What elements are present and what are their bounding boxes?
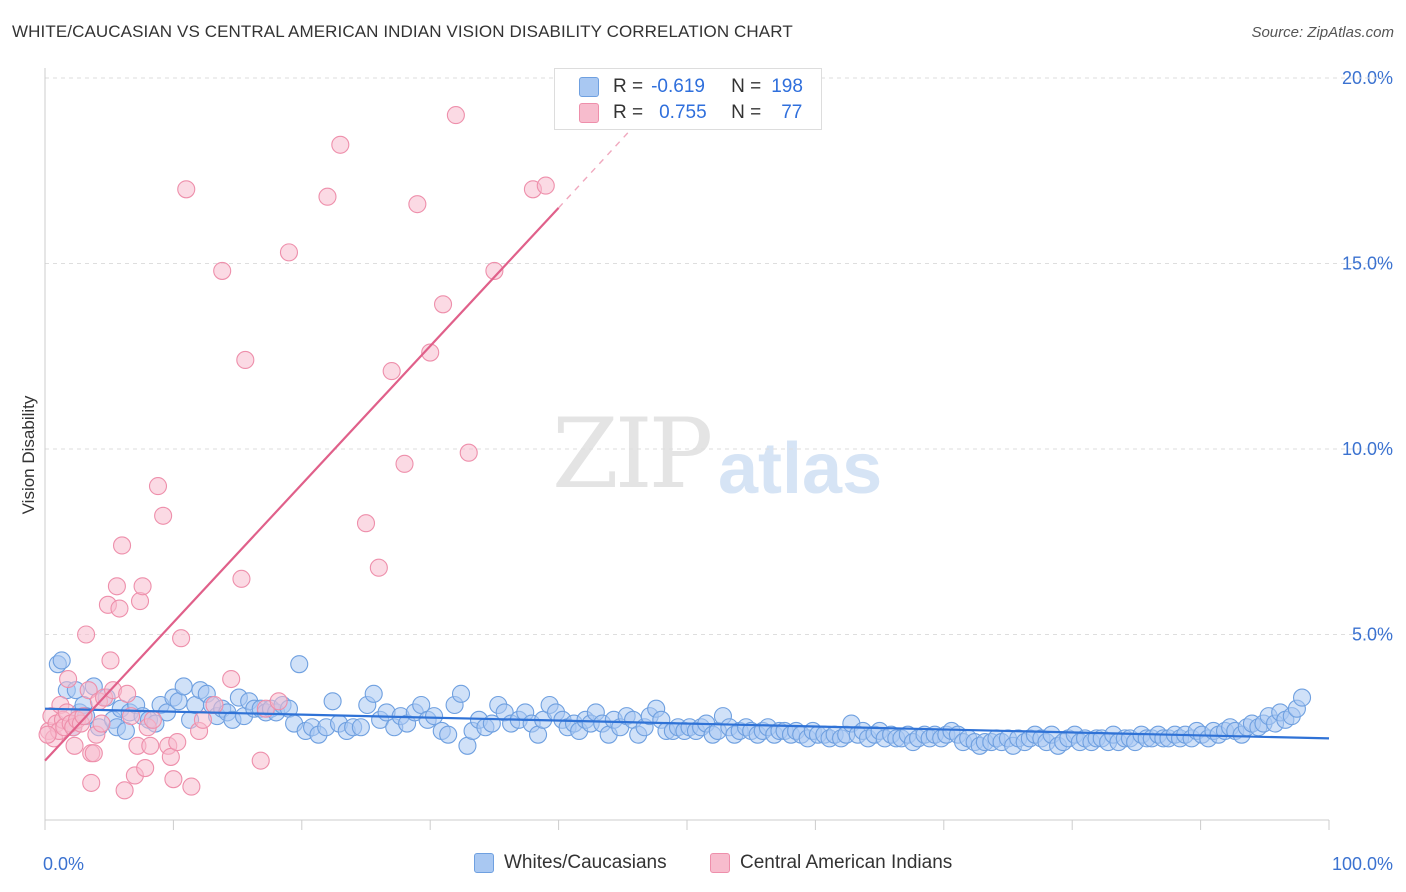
stats-r-value-central-american: 0.755 bbox=[659, 102, 707, 123]
chart-source: Source: ZipAtlas.com bbox=[1251, 24, 1394, 41]
point-whites bbox=[425, 707, 444, 726]
trend-line-extension bbox=[558, 96, 662, 209]
point-central-american bbox=[459, 443, 478, 462]
stats-n-label: N = bbox=[731, 102, 762, 123]
stats-r-label: R = bbox=[613, 76, 644, 97]
point-central-american bbox=[74, 707, 93, 726]
chart-title: WHITE/CAUCASIAN VS CENTRAL AMERICAN INDI… bbox=[12, 22, 793, 41]
point-central-american bbox=[421, 343, 440, 362]
point-whites bbox=[174, 677, 193, 696]
point-central-american bbox=[205, 695, 224, 715]
point-central-american bbox=[82, 773, 101, 792]
point-central-american bbox=[172, 629, 191, 648]
legend-swatch-central-american bbox=[710, 853, 730, 873]
legend-label-whites: Whites/Caucasians bbox=[504, 852, 667, 873]
point-central-american bbox=[38, 725, 57, 744]
point-whites bbox=[351, 718, 370, 737]
point-central-american bbox=[143, 710, 162, 729]
legend-label-central-american: Central American Indians bbox=[740, 852, 953, 873]
point-whites bbox=[1292, 688, 1312, 707]
trend-line-central-american bbox=[44, 207, 560, 762]
stats-legend: R = -0.619 N = 198 R = 0.755 N = 77 bbox=[554, 68, 822, 130]
y-tick-label: 5.0% bbox=[1352, 625, 1393, 645]
point-central-american bbox=[84, 744, 103, 763]
point-central-american bbox=[164, 770, 183, 789]
point-central-american bbox=[356, 514, 376, 533]
point-central-american bbox=[395, 454, 414, 473]
point-whites bbox=[290, 655, 309, 674]
point-central-american bbox=[130, 592, 150, 611]
point-central-american bbox=[177, 180, 196, 199]
stats-n-value-whites: 198 bbox=[771, 76, 803, 97]
point-central-american bbox=[79, 681, 98, 700]
point-central-american bbox=[118, 684, 137, 703]
point-central-american bbox=[65, 736, 84, 755]
point-whites bbox=[364, 684, 383, 703]
point-central-american bbox=[141, 736, 160, 755]
stats-r-label: R = bbox=[613, 102, 644, 123]
legend-item-central-american[interactable]: Central American Indians bbox=[710, 852, 952, 874]
legend-swatch-whites bbox=[474, 853, 494, 873]
point-central-american bbox=[331, 135, 350, 154]
point-central-american bbox=[112, 536, 132, 555]
trend-line-whites bbox=[44, 707, 1330, 740]
point-central-american bbox=[485, 261, 504, 280]
central-american-swatch bbox=[579, 103, 599, 123]
point-central-american bbox=[408, 195, 427, 214]
point-central-american bbox=[318, 187, 337, 206]
point-central-american bbox=[232, 569, 251, 588]
point-whites bbox=[439, 725, 458, 744]
point-central-american bbox=[154, 506, 173, 525]
point-central-american bbox=[446, 106, 465, 125]
point-central-american bbox=[193, 710, 212, 729]
point-whites bbox=[52, 651, 71, 670]
point-central-american bbox=[59, 669, 78, 689]
point-central-american bbox=[369, 558, 388, 577]
stats-n-value-central-american: 77 bbox=[781, 102, 803, 123]
x-tick-label: 100.0% bbox=[1332, 854, 1393, 874]
legend-item-whites[interactable]: Whites/Caucasians bbox=[474, 852, 667, 874]
point-central-american bbox=[133, 577, 152, 596]
bottom-legend: Whites/Caucasians Central American India… bbox=[0, 850, 1406, 880]
stats-r-value-whites: -0.619 bbox=[651, 76, 705, 97]
point-central-american bbox=[107, 577, 126, 596]
stats-row-whites: R = -0.619 N = 198 bbox=[579, 74, 803, 100]
y-axis-label: Vision Disability bbox=[19, 395, 38, 514]
point-central-american bbox=[136, 759, 155, 778]
watermark-zip: ZIP bbox=[552, 398, 713, 510]
point-central-american bbox=[251, 751, 270, 770]
point-central-american bbox=[101, 651, 120, 670]
point-whites bbox=[323, 692, 342, 711]
stats-n-label: N = bbox=[731, 76, 762, 97]
point-central-american bbox=[536, 176, 555, 195]
stats-row-central-american: R = 0.755 N = 77 bbox=[579, 100, 802, 126]
point-central-american bbox=[168, 733, 187, 752]
y-tick-label: 15.0% bbox=[1342, 254, 1393, 274]
point-central-american bbox=[77, 625, 96, 644]
x-tick-label: 0.0% bbox=[43, 854, 84, 874]
point-central-american bbox=[92, 714, 111, 733]
point-central-american bbox=[110, 599, 129, 618]
point-central-american bbox=[148, 477, 168, 496]
point-central-american bbox=[382, 362, 401, 381]
y-tick-label: 10.0% bbox=[1342, 439, 1393, 459]
point-central-american bbox=[279, 243, 299, 262]
point-central-american bbox=[213, 261, 232, 280]
point-central-american bbox=[236, 350, 255, 370]
point-central-american bbox=[182, 777, 201, 796]
point-central-american bbox=[115, 781, 134, 800]
point-central-american bbox=[433, 295, 453, 314]
point-whites bbox=[451, 684, 471, 703]
watermark-atlas: atlas bbox=[718, 429, 883, 509]
point-central-american bbox=[222, 669, 241, 689]
point-central-american bbox=[269, 692, 288, 711]
whites-swatch bbox=[579, 77, 599, 97]
